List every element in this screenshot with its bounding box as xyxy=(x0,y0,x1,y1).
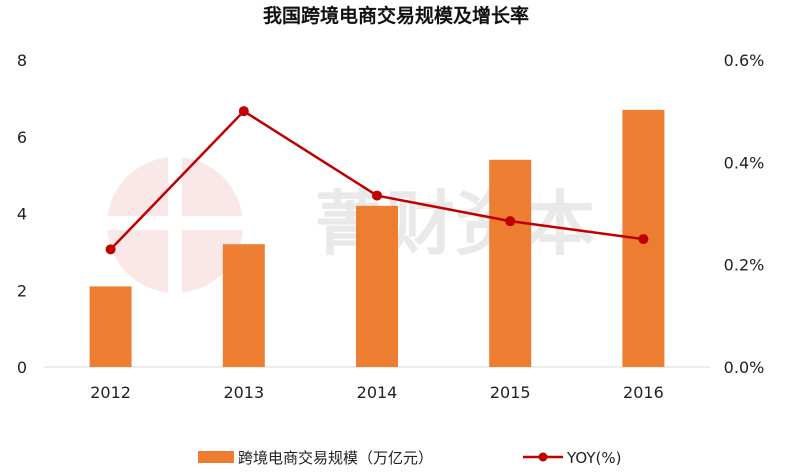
bar xyxy=(222,244,265,367)
left-tick-label: 2 xyxy=(17,281,27,300)
bar-series xyxy=(89,109,665,367)
right-tick-label: 0.6% xyxy=(724,51,765,70)
yoy-point xyxy=(105,244,116,255)
left-tick-label: 8 xyxy=(17,51,27,70)
bar xyxy=(89,286,132,367)
x-tick-label: 2013 xyxy=(223,383,264,402)
legend-line-marker xyxy=(538,452,548,462)
yoy-point xyxy=(638,234,649,245)
legend-bar-label: 跨境电商交易规模（万亿元） xyxy=(238,449,433,467)
x-tick-label: 2015 xyxy=(490,383,531,402)
x-axis: 2012 2013 2014 2015 2016 xyxy=(90,383,664,402)
right-tick-label: 0.0% xyxy=(724,358,765,377)
chart-title: 我国跨境电商交易规模及增长率 xyxy=(263,4,529,27)
x-tick-label: 2014 xyxy=(357,383,398,402)
left-tick-label: 6 xyxy=(17,128,27,147)
right-tick-label: 0.4% xyxy=(724,153,765,172)
left-axis: 0 2 4 6 8 xyxy=(17,51,27,377)
right-axis: 0.0% 0.2% 0.4% 0.6% xyxy=(724,51,765,377)
bar xyxy=(489,159,532,367)
right-tick-label: 0.2% xyxy=(724,256,765,275)
x-tick-label: 2016 xyxy=(623,383,664,402)
yoy-point xyxy=(505,216,516,227)
watermark-logo-cut-v xyxy=(168,155,182,295)
left-tick-label: 4 xyxy=(17,205,27,224)
yoy-line-series xyxy=(105,106,649,255)
legend-line-label: YOY(%) xyxy=(566,449,621,467)
x-tick-label: 2012 xyxy=(90,383,131,402)
legend-bar-swatch xyxy=(198,451,234,463)
legend: 跨境电商交易规模（万亿元） YOY(%) xyxy=(198,449,621,467)
left-tick-label: 0 xyxy=(17,358,27,377)
yoy-point xyxy=(372,190,382,201)
bar xyxy=(356,205,398,367)
yoy-point xyxy=(238,106,249,117)
